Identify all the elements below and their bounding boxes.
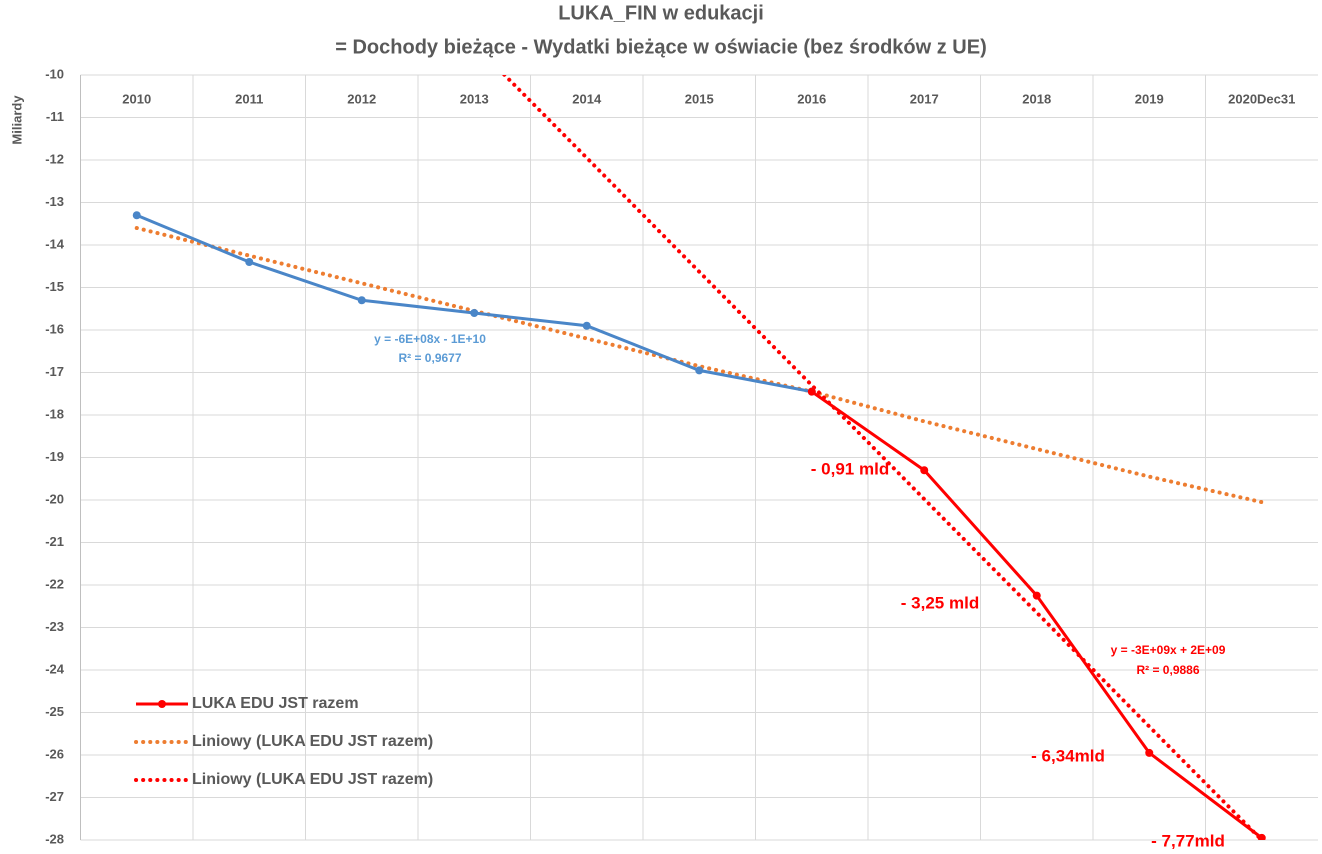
annotation: - 7,77mld: [1151, 831, 1225, 850]
data-point: [1032, 591, 1041, 600]
data-point: [582, 321, 591, 330]
annotation: - 0,91 mld: [811, 459, 889, 478]
annotation: y = -6E+08x - 1E+10: [374, 332, 486, 346]
x-tick-label: 2015: [685, 91, 714, 106]
data-point: [132, 211, 141, 220]
data-point: [1257, 833, 1266, 840]
x-tick-label: 2013: [460, 91, 489, 106]
x-tick-label: 2016: [797, 91, 826, 106]
y-tick-label: -13: [45, 194, 64, 209]
legend-label: Liniowy (LUKA EDU JST razem): [192, 733, 433, 750]
trend-line: [501, 75, 1264, 840]
x-tick-label: 2011: [235, 91, 263, 106]
x-tick-label: 2018: [1022, 91, 1051, 106]
annotation: - 6,34mld: [1031, 746, 1105, 765]
data-point: [695, 366, 704, 375]
x-tick-label: 2010: [122, 91, 151, 106]
annotation: R² = 0,9677: [398, 351, 461, 365]
x-tick-label: 2012: [347, 91, 376, 106]
plot: [132, 75, 1266, 840]
trend-line: [134, 226, 1264, 505]
legend-marker: [158, 700, 166, 708]
data-point: [245, 258, 254, 266]
y-tick-label: -18: [45, 406, 64, 421]
annotation: y = -3E+09x + 2E+09: [1111, 643, 1226, 657]
legend-label: LUKA EDU JST razem: [192, 695, 359, 712]
data-point: [1145, 748, 1154, 757]
data-point: [920, 466, 929, 475]
legend-label: Liniowy (LUKA EDU JST razem): [192, 771, 433, 788]
y-tick-label: -16: [45, 321, 64, 336]
y-tick-label: -25: [45, 704, 64, 719]
x-tick-label: 2017: [910, 91, 939, 106]
annotation: R² = 0,9886: [1136, 663, 1199, 677]
y-tick-label: -11: [46, 109, 64, 124]
y-tick-label: -26: [45, 746, 64, 761]
data-point: [807, 387, 816, 396]
chart-title: LUKA_FIN w edukacji: [558, 2, 764, 24]
y-tick-label: -28: [45, 831, 64, 846]
series-line: [136, 213, 813, 394]
y-tick-label: -22: [45, 576, 64, 591]
x-tick-label: 2014: [572, 91, 602, 106]
y-tick-label: -24: [45, 661, 65, 676]
y-tick-label: -15: [45, 279, 64, 294]
y-tick-label: -21: [45, 534, 64, 549]
chart-subtitle: = Dochody bieżące - Wydatki bieżące w oś…: [335, 36, 986, 58]
y-tick-label: -10: [45, 66, 64, 81]
data-point: [357, 296, 366, 305]
y-tick-label: -14: [45, 236, 65, 251]
x-tick-label: 2019: [1135, 91, 1164, 106]
y-axis-label: Miliardy: [9, 95, 24, 145]
y-tick-label: -19: [45, 449, 64, 464]
data-point: [470, 309, 479, 317]
annotation: - 3,25 mld: [901, 593, 979, 612]
y-tick-label: -23: [45, 619, 64, 634]
y-tick-label: -17: [45, 364, 64, 379]
y-tick-label: -27: [45, 789, 64, 804]
y-tick-label: -20: [45, 491, 64, 506]
x-tick-label: 2020Dec31: [1228, 91, 1295, 106]
y-tick-label: -12: [45, 151, 64, 166]
